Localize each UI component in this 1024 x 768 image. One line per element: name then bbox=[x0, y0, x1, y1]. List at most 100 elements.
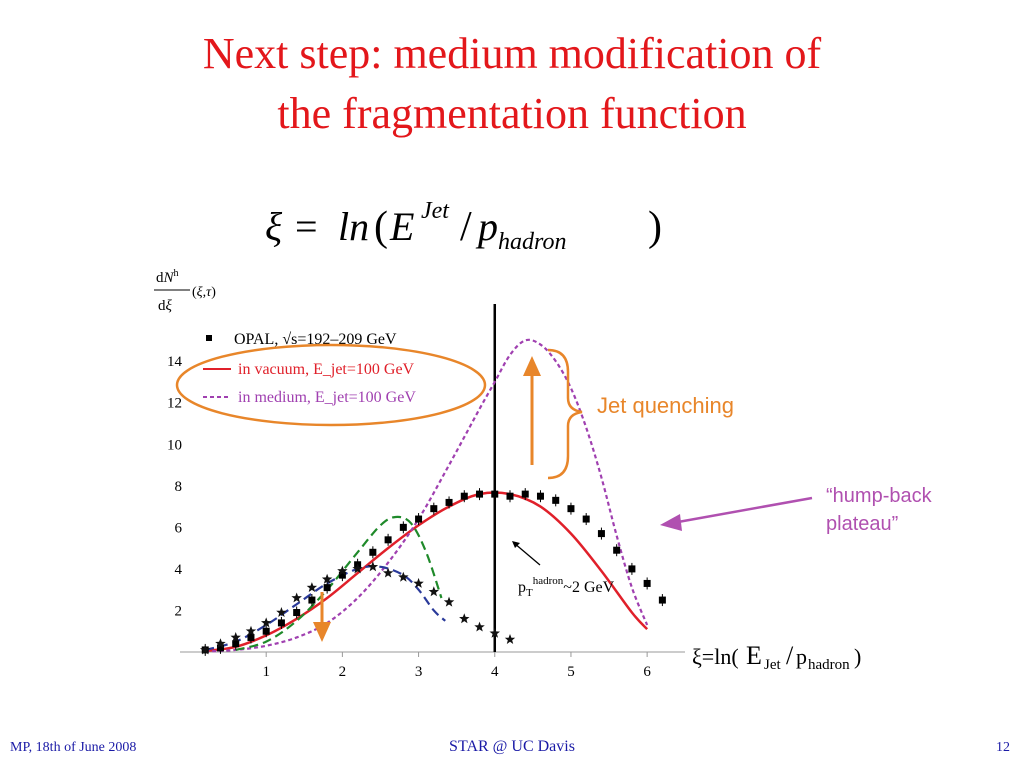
opal-point bbox=[613, 546, 621, 554]
star-point bbox=[367, 561, 379, 572]
star-point bbox=[459, 613, 470, 624]
star-point bbox=[261, 617, 272, 628]
star-point bbox=[230, 632, 241, 642]
svg-text:dNh: dNh bbox=[156, 268, 179, 286]
opal-point bbox=[308, 596, 316, 604]
slide-title-line2: the fragmentation function bbox=[277, 89, 747, 138]
hump-back-annotation: “hump-back plateau” bbox=[660, 485, 933, 535]
star-point bbox=[504, 634, 516, 644]
star-point bbox=[474, 621, 485, 632]
legend: OPAL, √s=192–209 GeV in vacuum, E_jet=10… bbox=[175, 331, 487, 427]
star-point bbox=[215, 638, 226, 649]
y-tick-label: 2 bbox=[175, 603, 183, 619]
opal-point bbox=[506, 492, 514, 500]
opal-point bbox=[399, 523, 407, 531]
svg-text:ξ=ln(: ξ=ln( bbox=[692, 644, 739, 669]
opal-point bbox=[628, 565, 636, 573]
opal-point bbox=[582, 515, 590, 523]
star-point bbox=[321, 573, 333, 584]
svg-text:/: / bbox=[786, 641, 794, 670]
opal-point bbox=[293, 609, 301, 617]
legend-medium-label: in medium, E_jet=100 GeV bbox=[238, 389, 416, 406]
svg-text:Jet: Jet bbox=[421, 198, 450, 224]
star-point bbox=[291, 592, 302, 603]
svg-text:ξ: ξ bbox=[265, 204, 283, 249]
pt-sub: T bbox=[526, 587, 533, 599]
opal-point bbox=[476, 490, 484, 498]
x-tick-label: 1 bbox=[262, 664, 270, 680]
star-point bbox=[489, 627, 500, 638]
series-vacuum-line bbox=[205, 491, 649, 653]
pt-sup: hadron bbox=[533, 575, 564, 587]
star-point bbox=[306, 582, 318, 592]
y-tick-label: 4 bbox=[175, 562, 183, 578]
pt-hadron-annotation: pThadron~2 GeV bbox=[512, 541, 615, 599]
star-point bbox=[398, 571, 409, 582]
opal-point bbox=[277, 619, 285, 627]
svg-text:hadron: hadron bbox=[808, 657, 850, 673]
opal-point bbox=[247, 633, 255, 641]
star-point bbox=[443, 596, 455, 607]
opal-point bbox=[491, 490, 499, 498]
opal-point bbox=[643, 579, 651, 587]
opal-point bbox=[567, 505, 575, 513]
opal-point bbox=[430, 505, 438, 513]
pt-value: ~2 GeV bbox=[563, 579, 614, 596]
x-tick-label: 6 bbox=[643, 664, 651, 680]
pt-prefix: p bbox=[518, 579, 526, 596]
jet-quenching-annotation: Jet quenching bbox=[523, 348, 734, 480]
svg-text:): ) bbox=[854, 644, 861, 669]
svg-text:p: p bbox=[796, 644, 807, 669]
legend-opal-label: OPAL, √s=192–209 GeV bbox=[234, 331, 397, 348]
opal-point bbox=[338, 571, 346, 579]
y-tick-label: 6 bbox=[175, 520, 183, 536]
opal-point bbox=[658, 596, 666, 604]
star-point bbox=[428, 586, 439, 597]
jet-quenching-label: Jet quenching bbox=[597, 393, 734, 418]
opal-point bbox=[384, 536, 392, 544]
svg-text:): ) bbox=[648, 204, 662, 250]
opal-point bbox=[232, 640, 240, 648]
y-axis-label: dNh dξ (ξ,τ) bbox=[154, 268, 216, 314]
star-point bbox=[413, 577, 424, 588]
star-point bbox=[337, 565, 348, 576]
star-point bbox=[352, 563, 363, 574]
svg-text:Jet: Jet bbox=[764, 657, 781, 673]
opal-point bbox=[369, 548, 377, 556]
svg-text:E: E bbox=[389, 204, 414, 249]
svg-text:p: p bbox=[475, 204, 498, 249]
formula: ξ = ln ( E Jet / p hadron ) bbox=[265, 198, 662, 255]
slide-title-line1: Next step: medium modification of bbox=[202, 29, 822, 78]
star-point bbox=[382, 567, 394, 578]
footer-right: 12 bbox=[996, 740, 1010, 755]
opal-point bbox=[323, 584, 331, 592]
series-green-dashed-line bbox=[235, 515, 443, 651]
x-tick-label: 3 bbox=[415, 664, 423, 680]
x-axis-label: ξ=ln( E Jet / p hadron ) bbox=[692, 641, 861, 673]
star-point bbox=[245, 625, 257, 636]
footer-left: MP, 18th of June 2008 bbox=[10, 740, 137, 755]
svg-text:ln: ln bbox=[338, 204, 369, 249]
opal-point bbox=[262, 627, 270, 635]
x-tick-label: 2 bbox=[339, 664, 347, 680]
series-medium-line bbox=[205, 338, 649, 653]
star-point bbox=[276, 607, 287, 617]
svg-text:(: ( bbox=[374, 204, 388, 250]
orange-down-arrow bbox=[313, 592, 331, 642]
x-tick-label: 4 bbox=[491, 664, 499, 680]
opal-point bbox=[415, 515, 423, 523]
opal-point bbox=[445, 498, 453, 506]
opal-point bbox=[552, 496, 560, 504]
legend-highlight-ellipse bbox=[175, 343, 487, 427]
legend-opal-marker bbox=[206, 335, 212, 341]
opal-point bbox=[536, 492, 544, 500]
legend-vacuum-label: in vacuum, E_jet=100 GeV bbox=[238, 361, 415, 378]
footer-center: STAR @ UC Davis bbox=[449, 738, 575, 755]
opal-point bbox=[521, 490, 529, 498]
svg-text:hadron: hadron bbox=[498, 229, 566, 255]
y-tick-label: 10 bbox=[167, 437, 182, 453]
svg-text:dξ: dξ bbox=[158, 298, 173, 314]
star-point bbox=[200, 644, 211, 655]
